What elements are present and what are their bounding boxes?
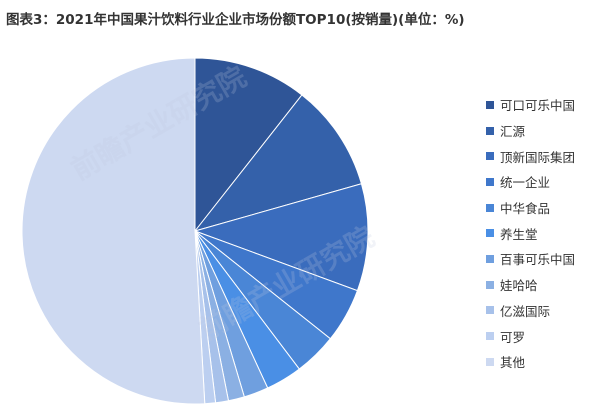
legend-swatch: [486, 254, 494, 263]
legend-swatch: [486, 100, 494, 109]
legend-swatch: [486, 280, 494, 289]
pie-slice-1: [193, 94, 363, 232]
pie-slice-10: [21, 57, 206, 405]
legend-item: 亿滋国际: [486, 298, 575, 324]
legend-item: 统一企业: [486, 169, 575, 195]
legend-item: 可罗: [486, 323, 575, 349]
legend-label: 养生堂: [500, 226, 538, 242]
legend-swatch: [486, 229, 494, 238]
legend-item: 顶新国际集团: [486, 143, 575, 169]
legend-item: 养生堂: [486, 220, 575, 246]
legend-label: 其他: [500, 355, 526, 371]
legend-label: 汇源: [500, 124, 526, 140]
legend-label: 可罗: [500, 329, 526, 345]
legend-item: 娃哈哈: [486, 272, 575, 298]
legend-label: 可口可乐中国: [500, 98, 576, 114]
legend-swatch: [486, 357, 494, 366]
legend-label: 统一企业: [500, 175, 551, 191]
chart-legend: 可口可乐中国 汇源顶新国际集团 统一企业中华食品养生堂百事可乐中国 娃哈哈亿滋国际可罗…: [486, 92, 575, 375]
legend-swatch: [486, 203, 494, 212]
chart-title: 图表3：2021年中国果汁饮料行业企业市场份额TOP10(按销量)(单位：%): [6, 12, 465, 28]
legend-label: 百事可乐中国: [500, 252, 576, 268]
legend-item: 百事可乐中国: [486, 246, 575, 272]
legend-swatch: [486, 126, 494, 135]
legend-swatch: [486, 177, 494, 186]
legend-item: 其他: [486, 349, 575, 375]
legend-item: 中华食品: [486, 195, 575, 221]
legend-swatch: [486, 332, 494, 341]
legend-label: 顶新国际集团: [500, 149, 576, 165]
legend-swatch: [486, 306, 494, 315]
legend-item: 汇源: [486, 118, 575, 144]
legend-label: 娃哈哈: [500, 278, 538, 294]
legend-label: 中华食品: [500, 201, 551, 217]
legend-label: 亿滋国际: [500, 303, 551, 319]
pie-slice-0: [194, 57, 303, 233]
legend-item: 可口可乐中国: [486, 92, 575, 118]
legend-swatch: [486, 152, 494, 161]
pie-slice-2: [193, 183, 369, 292]
